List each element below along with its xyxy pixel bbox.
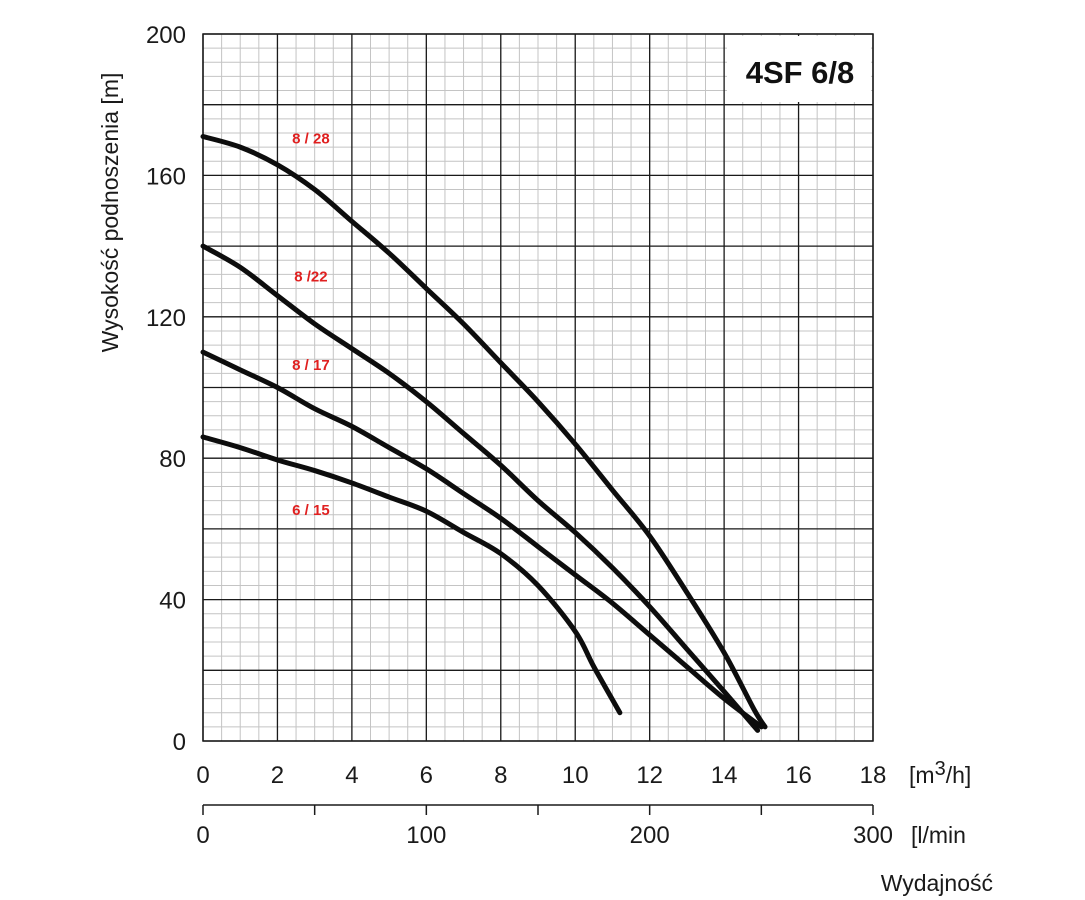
series-layer xyxy=(200,134,768,733)
x-tick-label-m3h: 2 xyxy=(271,762,284,789)
series-line-4 xyxy=(200,434,623,716)
y-tick-label: 200 xyxy=(146,22,186,49)
x-axis-title: Wydajność xyxy=(881,870,993,896)
x-tick-label-m3h: 0 xyxy=(196,762,209,789)
x-tick-label-m3h: 8 xyxy=(494,762,507,789)
x-axis-lmin: 0 100 200 300 xyxy=(196,804,893,849)
series-line-2 xyxy=(200,243,761,733)
x-tick-labels-m3h: 0 2 4 6 8 10 12 14 16 18 xyxy=(196,762,886,789)
model-box: 4SF 6/8 xyxy=(727,36,871,102)
model-label: 4SF 6/8 xyxy=(746,55,855,90)
x-tick-label-lmin: 0 xyxy=(196,822,209,849)
series-line-3 xyxy=(200,349,764,730)
x-unit-lmin: [l/min xyxy=(911,822,966,848)
y-tick-label: 0 xyxy=(173,729,186,756)
y-tick-label: 160 xyxy=(146,163,186,190)
series-label-3: 8 / 17 xyxy=(292,357,330,374)
series-label-2: 8 /22 xyxy=(294,268,327,285)
series-labels: 8 / 28 8 /22 8 / 17 6 / 15 xyxy=(292,131,330,519)
plot-frame xyxy=(202,33,874,742)
y-tick-label: 80 xyxy=(159,446,186,473)
y-tick-labels: 0 40 80 120 160 200 xyxy=(146,22,186,756)
x-tick-label-lmin: 300 xyxy=(853,822,893,849)
x-tick-label-m3h: 12 xyxy=(636,762,663,789)
x-tick-label-lmin: 200 xyxy=(630,822,670,849)
x-tick-label-m3h: 18 xyxy=(860,762,887,789)
x-tick-label-m3h: 16 xyxy=(785,762,812,789)
y-tick-label: 120 xyxy=(146,305,186,332)
x-tick-label-lmin: 100 xyxy=(406,822,446,849)
x-tick-label-m3h: 14 xyxy=(711,762,738,789)
series-line-1 xyxy=(200,134,768,730)
y-tick-label: 40 xyxy=(159,588,186,615)
series-label-1: 8 / 28 xyxy=(292,131,330,148)
x-unit-m3h: [m3/h] xyxy=(909,758,971,788)
y-axis-title: Wysokość podnoszenia [m] xyxy=(97,73,123,353)
x-tick-label-m3h: 4 xyxy=(345,762,358,789)
series-label-4: 6 / 15 xyxy=(292,502,330,519)
x-tick-label-m3h: 6 xyxy=(420,762,433,789)
x-tick-label-m3h: 10 xyxy=(562,762,589,789)
